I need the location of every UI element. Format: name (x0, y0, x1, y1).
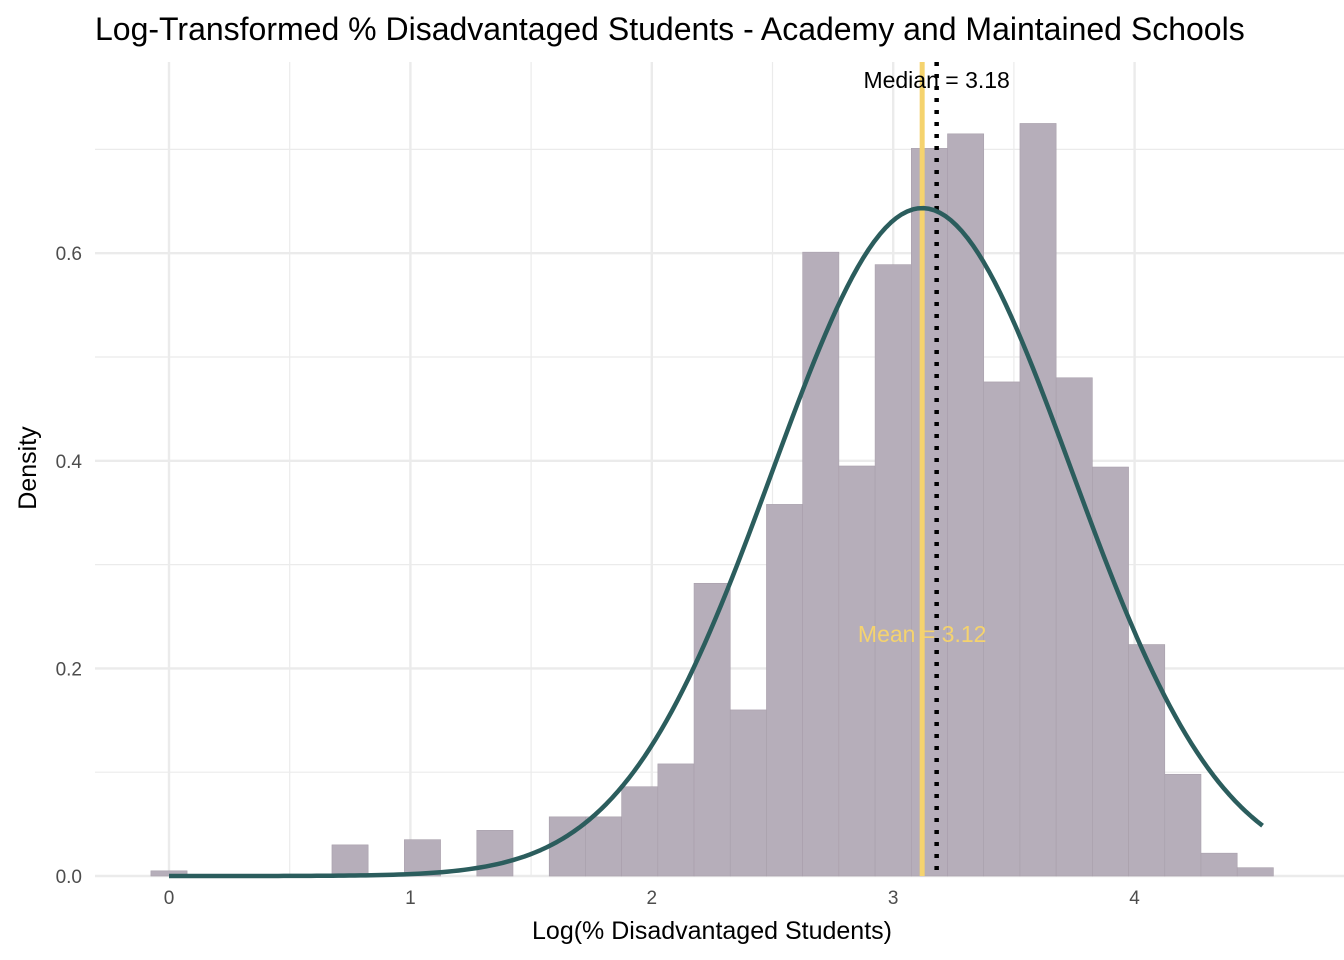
histogram-bar (838, 465, 876, 877)
y-tick-label: 0.2 (56, 659, 82, 680)
histogram-bar (331, 844, 369, 877)
histogram-bar (802, 251, 840, 877)
histogram-bar (404, 839, 441, 877)
x-tick-label: 4 (1129, 888, 1140, 909)
histogram-bar (911, 148, 948, 877)
histogram-bar (1128, 644, 1166, 877)
x-axis-title: Log(% Disadvantaged Students) (532, 917, 892, 945)
histogram-bar (729, 709, 767, 877)
normal-density-curve (169, 205, 1264, 879)
histogram-bar (1092, 466, 1129, 877)
x-tick-label: 2 (647, 888, 658, 909)
histogram-bar (947, 133, 985, 877)
histogram-bar (983, 381, 1021, 877)
histogram-bar (1164, 773, 1202, 877)
histogram-bar (1019, 123, 1057, 877)
histogram-bars (150, 123, 1274, 877)
x-tick-label: 3 (888, 888, 899, 909)
histogram-bar (874, 264, 912, 877)
y-tick-label: 0.4 (56, 452, 83, 473)
y-tick-label: 0.6 (56, 244, 82, 265)
histogram-bar (766, 504, 803, 877)
reference-lines: Median = 3.18 Mean = 3.12 (169, 62, 1264, 879)
histogram-bar (1236, 867, 1274, 877)
chart-title: Log-Transformed % Disadvantaged Students… (95, 11, 1245, 47)
y-tick-label: 0.0 (56, 867, 82, 888)
histogram-bar (1055, 377, 1093, 877)
x-tick-label: 1 (405, 888, 416, 909)
tick-labels: 0 1 2 3 4 0.0 0.2 0.4 0.6 (56, 244, 1141, 909)
histogram-bar (1200, 852, 1238, 877)
histogram-bar (621, 786, 659, 877)
mean-label: Mean = 3.12 (858, 621, 987, 647)
histogram-bar (657, 763, 695, 877)
median-label: Median = 3.18 (863, 67, 1009, 93)
histogram-bar (585, 816, 622, 877)
y-axis-title: Density (14, 426, 42, 510)
x-tick-label: 0 (164, 888, 175, 909)
